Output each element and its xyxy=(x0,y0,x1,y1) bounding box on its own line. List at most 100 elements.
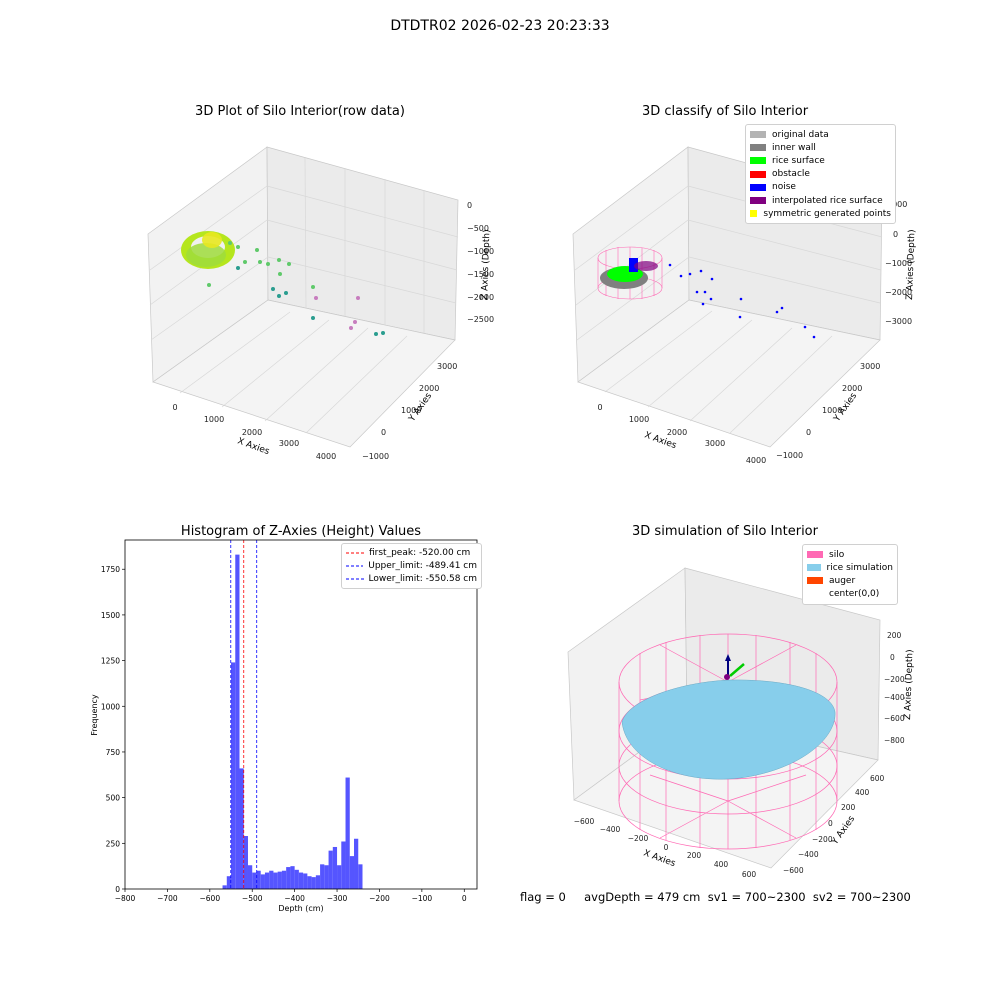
svg-text:−400: −400 xyxy=(884,693,905,702)
histogram-x-tick-4: −400 xyxy=(284,894,305,903)
histogram-bar-23 xyxy=(320,864,325,889)
histogram-y-tick-5: 1250 xyxy=(101,657,120,666)
svg-text:3000: 3000 xyxy=(860,362,880,371)
histogram-bar-22 xyxy=(315,875,321,889)
histogram-bar-12 xyxy=(273,872,278,889)
legend-item-lower-limit: Lower_limit: -550.58 cm xyxy=(346,573,477,584)
histogram-bar-16 xyxy=(290,866,295,889)
svg-text:−2500: −2500 xyxy=(467,315,494,324)
histogram-bar-32 xyxy=(358,864,363,889)
svg-text:1000: 1000 xyxy=(887,200,907,209)
legend-item-noise: noise xyxy=(750,181,891,194)
svg-text:−400: −400 xyxy=(600,825,621,834)
histogram-bar-27 xyxy=(337,865,342,889)
histogram-bar-24 xyxy=(324,865,329,889)
svg-text:0: 0 xyxy=(890,653,895,662)
svg-text:−600: −600 xyxy=(884,714,905,723)
svg-text:−600: −600 xyxy=(574,817,595,826)
histogram-x-label: Depth (cm) xyxy=(278,904,323,913)
svg-text:0: 0 xyxy=(597,403,602,412)
legend-item-inner-wall: inner wall xyxy=(750,141,891,154)
raw-3d-ticks: 0 1000 2000 3000 4000 −1000 0 1000 2000 … xyxy=(172,201,494,461)
histogram-bar-3 xyxy=(235,554,240,889)
histogram-bar-13 xyxy=(277,871,282,889)
svg-text:3000: 3000 xyxy=(279,439,299,448)
histogram-x-ticks: −800 −700 −600 −500 −400 −300 −200 −100 0 xyxy=(115,889,467,903)
histogram-bar-1 xyxy=(226,876,232,889)
histogram-chart: −800 −700 −600 −500 −400 −300 −200 −100 0 0 250 50… xyxy=(90,539,478,913)
histogram-x-tick-1: −700 xyxy=(157,894,178,903)
legend-item-first-peak: first_peak: -520.00 cm xyxy=(346,547,471,558)
histogram-bar-14 xyxy=(281,870,287,889)
histogram-y-ticks: 0 250 500 750 1000 1250 1500 1750 xyxy=(101,565,125,894)
status-footer: flag = 0 avgDepth = 479 cm sv1 = 700~230… xyxy=(520,890,911,904)
svg-text:0: 0 xyxy=(467,201,472,210)
histogram-bar-11 xyxy=(269,870,274,889)
svg-text:−800: −800 xyxy=(884,736,905,745)
histogram-bar-17 xyxy=(294,869,299,889)
svg-text:200: 200 xyxy=(887,631,902,640)
svg-text:−1500: −1500 xyxy=(467,270,494,279)
histogram-bar-5 xyxy=(243,836,248,889)
svg-text:Y Axies: Y Axies xyxy=(830,814,858,847)
svg-text:3000: 3000 xyxy=(705,439,725,448)
histogram-bar-20 xyxy=(307,876,312,889)
raw-3d-grid xyxy=(149,157,459,434)
svg-text:1000: 1000 xyxy=(401,406,421,415)
svg-text:−600: −600 xyxy=(783,866,804,875)
legend-item-rice-surface: rice surface xyxy=(750,154,891,167)
figure-title: DTDTR02 2026-02-23 20:23:33 xyxy=(390,18,610,34)
svg-text:1000: 1000 xyxy=(822,406,842,415)
histogram-bar-2 xyxy=(231,662,236,889)
histogram-bar-26 xyxy=(332,846,338,889)
histogram-bar-29 xyxy=(345,777,350,889)
legend-item-silo: silo xyxy=(807,548,893,561)
histogram-y-tick-7: 1750 xyxy=(101,565,120,574)
simulation-3d-plot: −600 −400 −200 0 200 400 600 −600 −400 −… xyxy=(567,567,915,879)
histogram-frame xyxy=(124,539,478,890)
histogram-x-tick-8: 0 xyxy=(462,894,467,903)
svg-text:3000: 3000 xyxy=(437,362,457,371)
legend-item-upper-limit: Upper_limit: -489.41 cm xyxy=(346,560,477,571)
svg-text:600: 600 xyxy=(870,774,885,783)
svg-text:−500: −500 xyxy=(467,224,489,233)
rice-surface-simulation xyxy=(621,679,836,780)
svg-text:Z Axies (Depth): Z Axies (Depth) xyxy=(905,229,917,300)
svg-text:2000: 2000 xyxy=(242,428,262,437)
svg-text:0: 0 xyxy=(172,403,177,412)
svg-text:200: 200 xyxy=(687,851,702,860)
raw-z-axis-label: Z Axies (Depth) xyxy=(480,229,492,300)
svg-text:2000: 2000 xyxy=(667,428,687,437)
histogram-y-tick-6: 1500 xyxy=(101,611,120,620)
svg-text:−400: −400 xyxy=(798,850,819,859)
histogram-vlines xyxy=(230,540,258,889)
histogram-bar-6 xyxy=(247,865,253,889)
svg-text:1000: 1000 xyxy=(629,415,649,424)
svg-text:−2000: −2000 xyxy=(885,288,912,297)
histogram-bar-10 xyxy=(264,872,270,889)
histogram-x-tick-2: −600 xyxy=(200,894,221,903)
legend-item-rice-simulation: rice simulation xyxy=(807,561,893,574)
legend-item-obstacle: obstacle xyxy=(750,168,891,181)
histogram-y-tick-0: 0 xyxy=(115,885,120,894)
legend-item-symmetric: symmetric generated points xyxy=(750,207,891,220)
classify-plot-title: 3D classify of Silo Interior xyxy=(641,104,809,119)
histogram-x-tick-5: −300 xyxy=(327,894,348,903)
raw-x-axis-label: X Axies xyxy=(236,436,271,457)
histogram-bar-9 xyxy=(260,874,265,889)
histogram-y-tick-4: 1000 xyxy=(101,702,120,711)
svg-text:4000: 4000 xyxy=(316,452,336,461)
svg-text:−1000: −1000 xyxy=(885,259,912,268)
svg-text:400: 400 xyxy=(714,860,729,869)
legend-item-interpolated: interpolated rice surface xyxy=(750,194,891,207)
raw-3d-points xyxy=(181,231,385,336)
svg-text:0: 0 xyxy=(806,428,811,437)
svg-text:−200: −200 xyxy=(812,835,833,844)
legend-item-center: center(0,0) xyxy=(829,589,880,600)
svg-text:2000: 2000 xyxy=(842,384,862,393)
histogram-x-tick-7: −100 xyxy=(412,894,433,903)
histogram-x-tick-3: −500 xyxy=(242,894,263,903)
raw-3d-plot: 0 1000 2000 3000 4000 −1000 0 1000 2000 … xyxy=(147,146,494,461)
histogram-bar-25 xyxy=(328,850,333,889)
histogram-y-tick-2: 500 xyxy=(106,794,121,803)
